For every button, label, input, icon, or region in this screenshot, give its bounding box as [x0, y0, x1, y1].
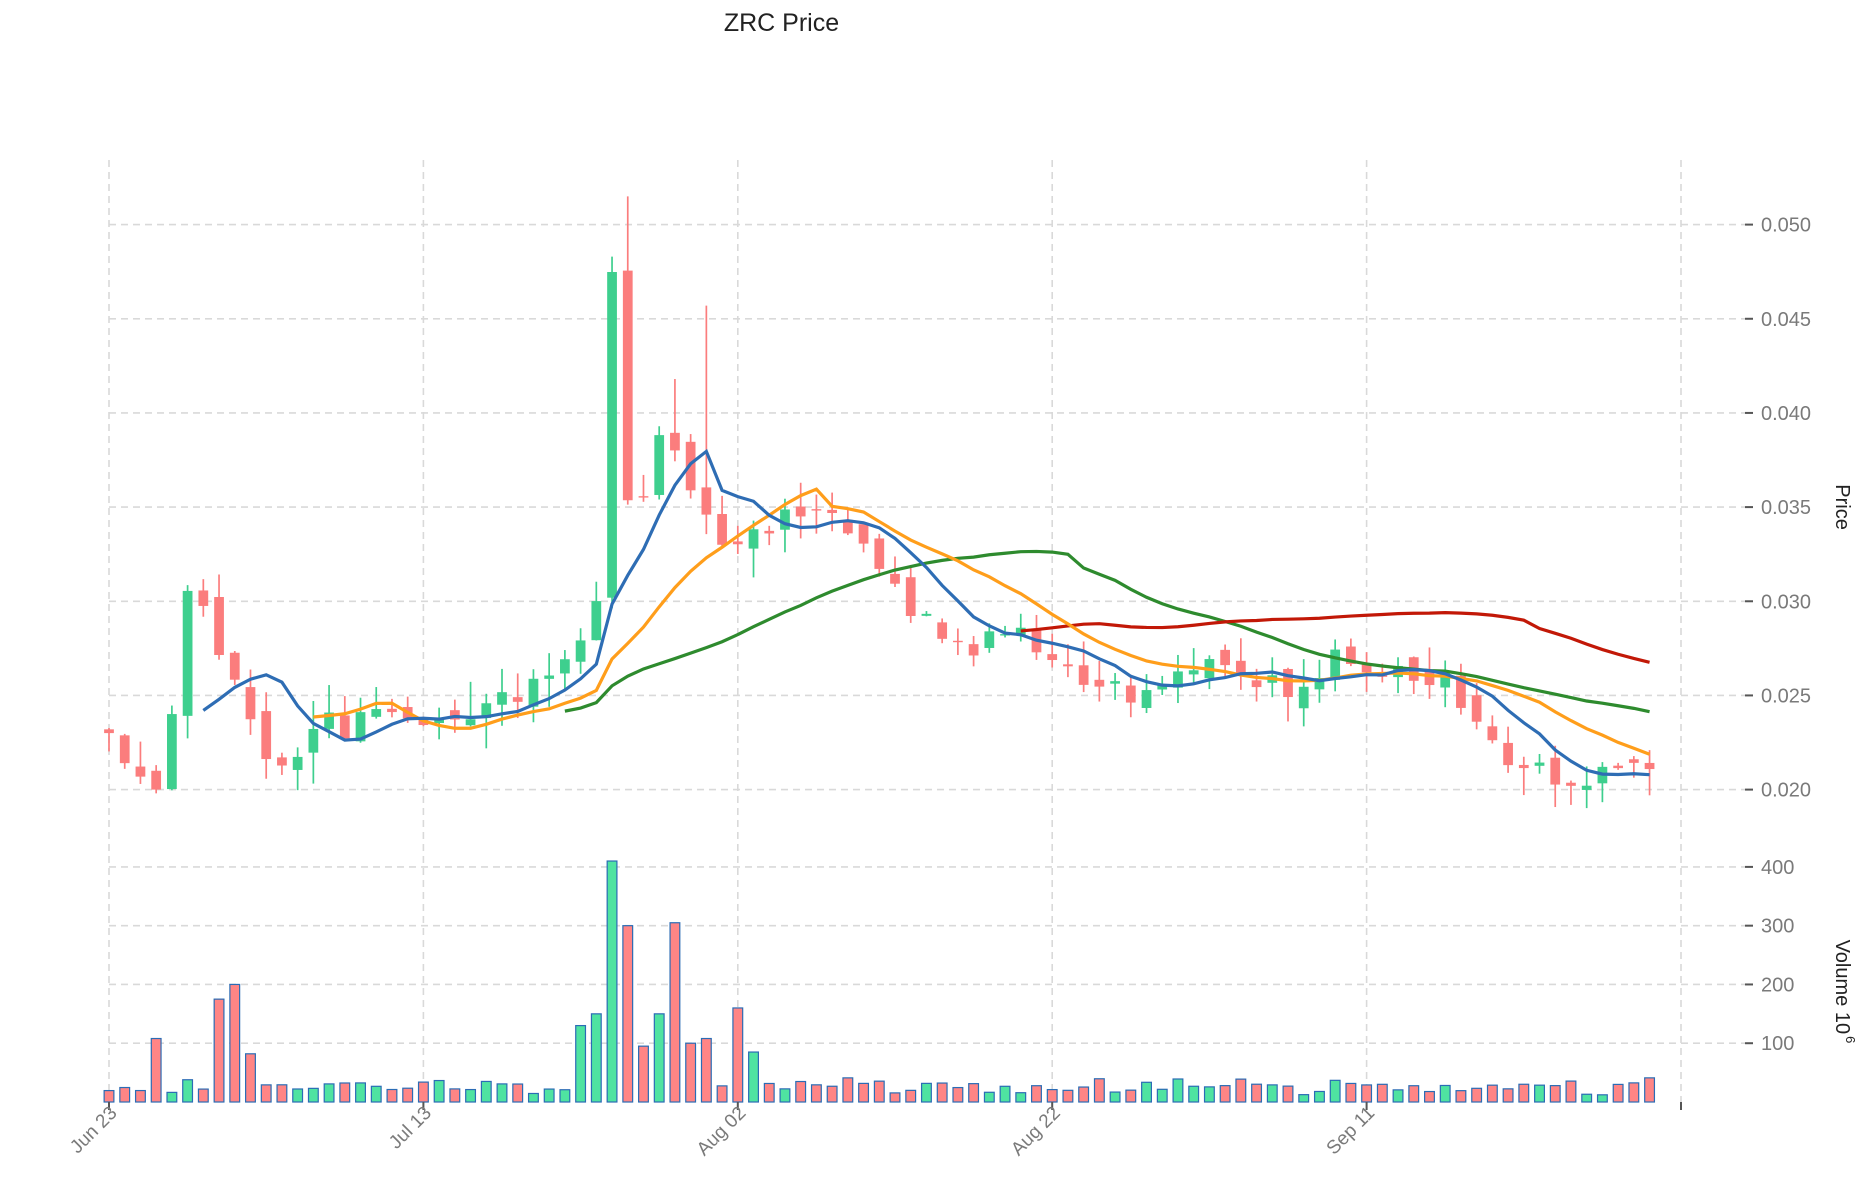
svg-text:200: 200	[1761, 974, 1794, 996]
svg-text:0.045: 0.045	[1761, 309, 1811, 331]
svg-text:300: 300	[1761, 916, 1794, 938]
svg-text:100: 100	[1761, 1033, 1794, 1055]
svg-text:Jun 23: Jun 23	[66, 1103, 121, 1158]
svg-text:0.035: 0.035	[1761, 497, 1811, 519]
svg-text:400: 400	[1761, 857, 1794, 879]
svg-text:Price: Price	[1831, 484, 1853, 530]
svg-text:Aug 22: Aug 22	[1007, 1103, 1064, 1160]
svg-text:Volume 106: Volume 106	[1831, 940, 1858, 1044]
svg-text:Sep 11: Sep 11	[1323, 1103, 1379, 1159]
svg-text:0.025: 0.025	[1761, 685, 1811, 707]
svg-text:0.020: 0.020	[1761, 780, 1811, 802]
svg-text:Aug 02: Aug 02	[693, 1103, 750, 1160]
svg-text:0.050: 0.050	[1761, 215, 1811, 237]
svg-text:Jul 13: Jul 13	[385, 1103, 436, 1154]
svg-text:0.030: 0.030	[1761, 591, 1811, 613]
svg-text:0.040: 0.040	[1761, 403, 1811, 425]
